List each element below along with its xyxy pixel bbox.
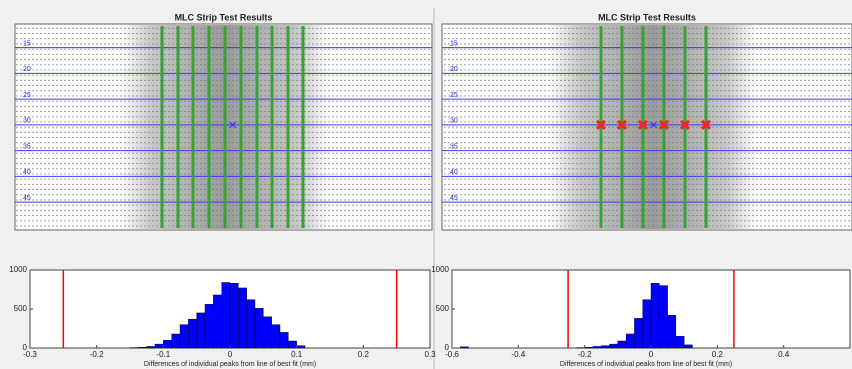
x-tick-label: 0.3: [424, 350, 436, 359]
y-tick-label: 15: [450, 40, 458, 47]
page: MLC Strip Test Results 15 20 25 30 35 40 45 MLC …: [0, 0, 852, 369]
histogram-bar: [593, 346, 601, 348]
histogram-bar: [147, 346, 155, 348]
histogram-bar: [676, 336, 684, 348]
histogram-bar: [668, 315, 676, 348]
y-tick-label: 20: [450, 66, 458, 73]
strip-line: [192, 26, 195, 228]
strip-line: [161, 26, 164, 228]
histogram-bar: [684, 345, 692, 348]
histogram-bar: [659, 286, 667, 348]
x-tick-label: -0.2: [90, 350, 104, 359]
histogram-bar: [172, 334, 180, 348]
x-tick-label: 0: [228, 350, 233, 359]
x-tick-label: -0.4: [511, 350, 525, 359]
y-tick-label: 45: [450, 195, 458, 202]
x-tick-label: 0.1: [291, 350, 303, 359]
histogram-bar: [263, 317, 271, 348]
histogram-bar: [247, 300, 255, 348]
y-tick-label: 500: [14, 304, 28, 313]
y-tick-label: 45: [23, 195, 31, 202]
x-tick-label: -0.1: [156, 350, 170, 359]
histogram-bar: [280, 332, 288, 348]
x-tick-label: 0: [649, 350, 654, 359]
strip-line: [240, 26, 243, 228]
histogram-bar: [585, 347, 593, 348]
y-tick-label: 30: [23, 118, 31, 125]
histogram-bar: [634, 318, 642, 348]
x-tick-label: 0.2: [712, 350, 724, 359]
histogram-bar: [205, 304, 213, 348]
strip-line: [224, 26, 227, 228]
histogram-bar: [460, 347, 468, 348]
histogram-bar: [610, 344, 618, 348]
y-tick-label: 0: [445, 343, 450, 352]
histogram-bar: [138, 347, 146, 348]
histogram-bar: [213, 295, 221, 348]
histogram-bar: [618, 341, 626, 348]
x-axis-label: Differences of individual peaks from lin…: [144, 361, 316, 368]
strip-line: [177, 26, 180, 228]
histogram-bar: [180, 325, 188, 348]
x-axis-label: Differences of individual peaks from lin…: [560, 361, 732, 368]
y-tick-label: 35: [450, 143, 458, 150]
y-tick-label: 40: [450, 169, 458, 176]
chart-title: MLC Strip Test Results: [175, 12, 273, 22]
x-tick-label: -0.2: [578, 350, 592, 359]
histogram-bar: [651, 283, 659, 348]
y-tick-label: 20: [23, 66, 31, 73]
histogram-bar: [626, 334, 634, 348]
y-tick-label: 1000: [431, 265, 449, 274]
histogram-bar: [155, 344, 163, 348]
strip-line: [208, 26, 211, 228]
histogram-bar: [601, 346, 609, 348]
strip-line: [302, 26, 305, 228]
histogram-bar: [197, 313, 205, 348]
x-tick-label: 0.4: [778, 350, 790, 359]
screen: MLC Strip Test Results 15 20 25 30 35 40 45 MLC …: [0, 0, 852, 369]
histogram-bar: [222, 282, 230, 348]
x-tick-label: 0.2: [358, 350, 370, 359]
strip-line: [256, 26, 259, 228]
y-tick-label: 15: [23, 40, 31, 47]
y-tick-label: 500: [436, 304, 450, 313]
histogram-bar: [297, 346, 305, 348]
histogram-bar: [163, 340, 171, 348]
histogram-bar: [238, 288, 246, 348]
strip-line: [271, 26, 274, 228]
y-tick-label: 25: [23, 92, 31, 99]
histogram-bar: [255, 308, 263, 348]
histogram-bar: [272, 325, 280, 348]
strip-line: [287, 26, 290, 228]
y-tick-label: 35: [23, 143, 31, 150]
y-tick-label: 40: [23, 169, 31, 176]
histogram-bar: [643, 300, 651, 348]
histogram-bar: [188, 319, 196, 348]
y-tick-label: 1000: [9, 265, 27, 274]
chart-title: MLC Strip Test Results: [598, 12, 696, 22]
y-tick-label: 25: [450, 92, 458, 99]
y-tick-label: 0: [23, 343, 28, 352]
histogram-bar: [288, 341, 296, 348]
y-tick-label: 30: [450, 118, 458, 125]
histogram-bar: [230, 283, 238, 348]
